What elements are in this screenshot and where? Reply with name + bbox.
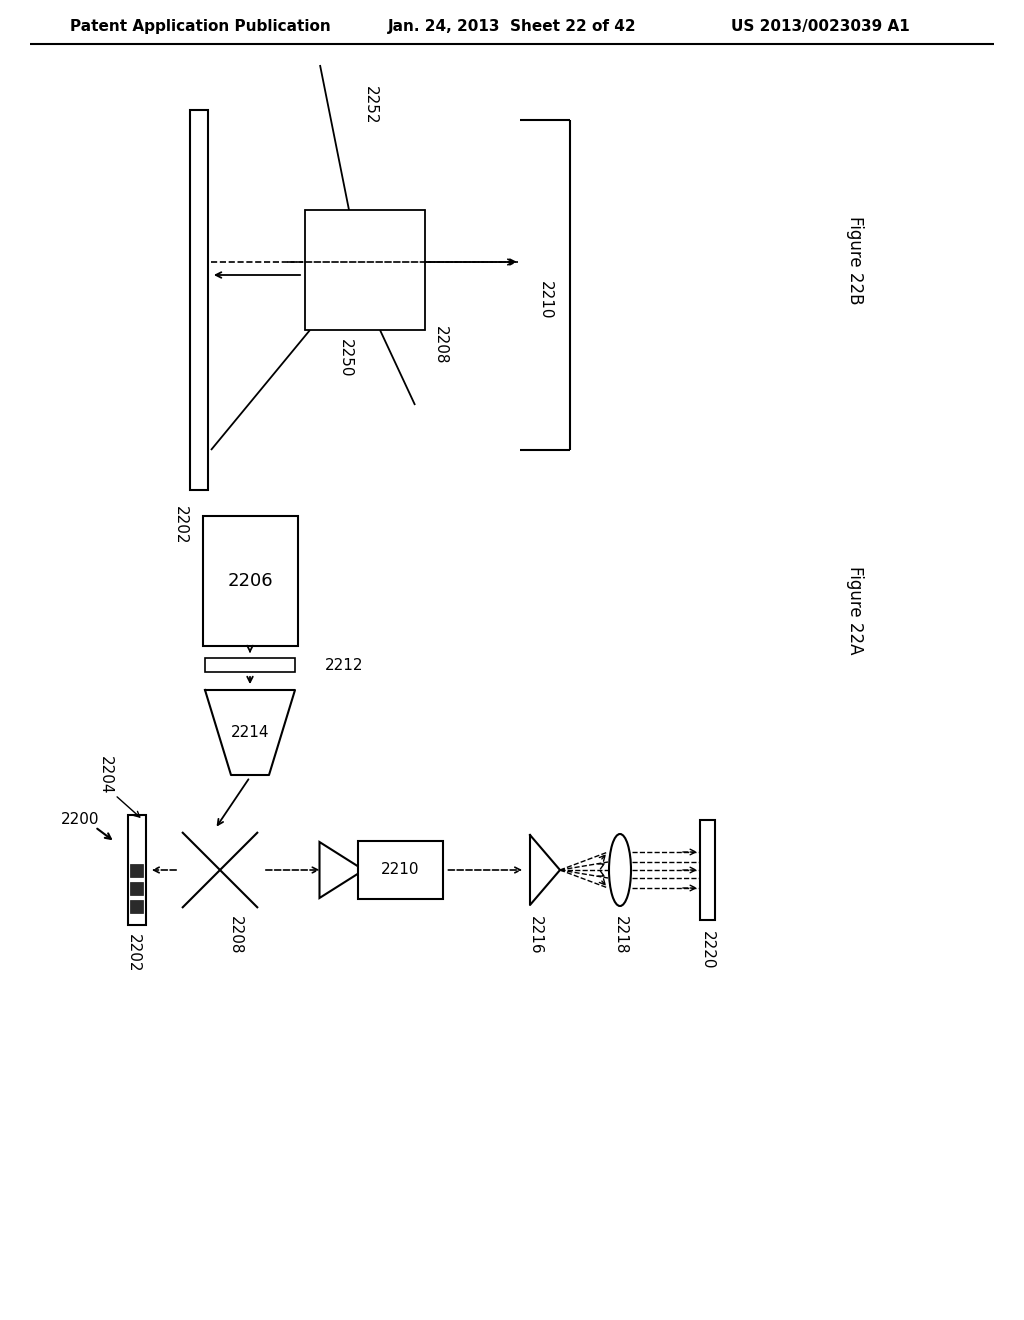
Text: 2252: 2252	[362, 86, 378, 124]
Bar	[305, 210, 425, 330]
Bar	[700, 820, 715, 920]
Text: 2210: 2210	[381, 862, 419, 878]
Bar	[357, 841, 442, 899]
Text: 2208: 2208	[227, 916, 243, 954]
Text: 2208: 2208	[432, 326, 447, 364]
Text: 2214: 2214	[230, 725, 269, 741]
Text: 2200: 2200	[60, 813, 99, 828]
Bar	[203, 516, 298, 645]
Bar	[128, 814, 146, 925]
Text: 2212: 2212	[325, 657, 364, 672]
Text: 2202: 2202	[172, 506, 187, 544]
Bar	[190, 110, 208, 490]
Bar	[130, 900, 143, 913]
Text: 2204: 2204	[97, 756, 113, 795]
Bar	[205, 657, 295, 672]
Bar	[130, 865, 143, 876]
Text: 2220: 2220	[699, 931, 715, 969]
Bar	[130, 882, 143, 895]
Text: 2218: 2218	[612, 916, 628, 954]
Text: 2216: 2216	[527, 916, 543, 954]
Text: US 2013/0023039 A1: US 2013/0023039 A1	[731, 20, 909, 34]
Text: Jan. 24, 2013  Sheet 22 of 42: Jan. 24, 2013 Sheet 22 of 42	[388, 20, 636, 34]
Text: Figure 22B: Figure 22B	[846, 215, 864, 304]
Text: 2210: 2210	[538, 281, 553, 319]
Text: Patent Application Publication: Patent Application Publication	[70, 20, 331, 34]
Text: 2206: 2206	[227, 572, 272, 590]
Text: 2202: 2202	[126, 933, 140, 973]
Text: 2250: 2250	[338, 339, 352, 378]
Text: Figure 22A: Figure 22A	[846, 566, 864, 655]
